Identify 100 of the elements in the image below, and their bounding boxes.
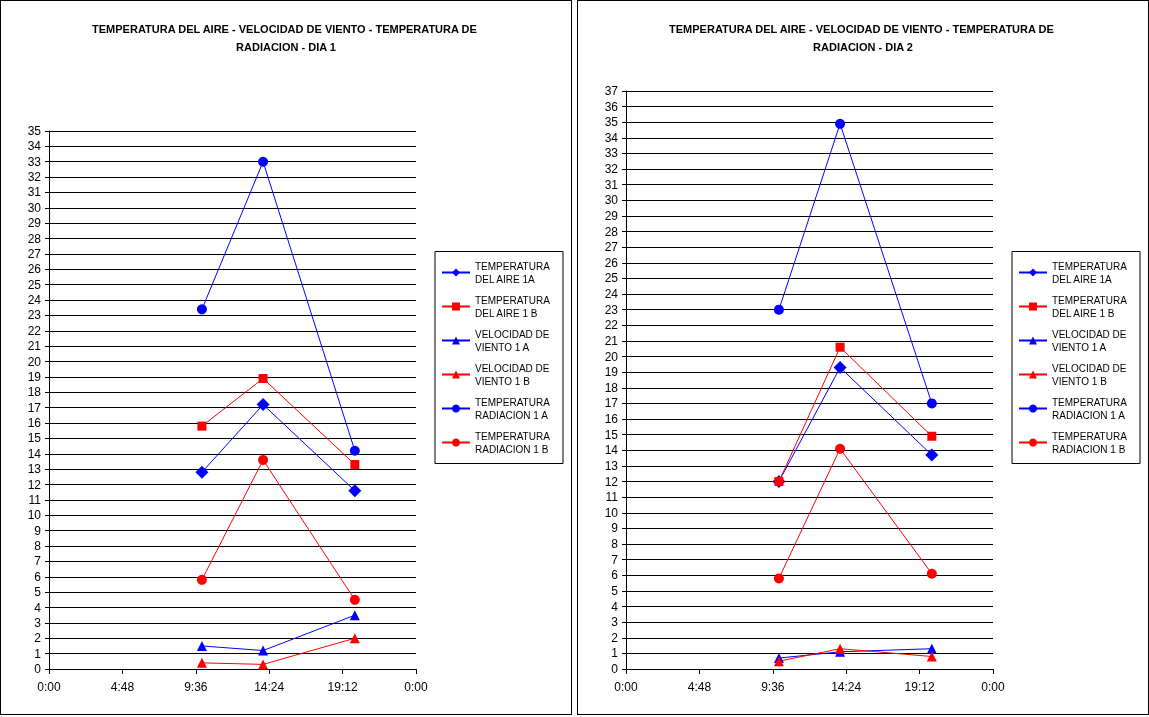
y-tick-label: 20 <box>604 349 619 364</box>
point <box>349 445 360 456</box>
y-tick-label: 24 <box>604 287 619 302</box>
y-tick-label: 19 <box>604 365 619 380</box>
y-tick-label: 17 <box>604 396 619 411</box>
y-tick-label: 30 <box>27 200 42 215</box>
y-tick-label: 32 <box>604 162 619 177</box>
y-tick-label: 3 <box>611 615 619 630</box>
y-tick-label: 16 <box>604 412 619 427</box>
point <box>349 610 360 621</box>
y-tick-label: 11 <box>28 492 42 507</box>
point <box>835 443 846 454</box>
y-tick-label: 23 <box>27 308 42 323</box>
y-tick-label: 10 <box>27 508 42 523</box>
y-tick-label: 19 <box>27 369 42 384</box>
y-tick-label: 35 <box>604 115 619 130</box>
point <box>926 643 937 654</box>
y-tick-label: 7 <box>611 552 619 567</box>
x-tick-label: 4:48 <box>687 680 712 694</box>
y-tick-label: 37 <box>604 84 619 98</box>
x-tick-label: 0:00 <box>404 680 428 694</box>
legend-label: TEMPERATURA RADIACION 1 A <box>475 396 553 421</box>
point <box>833 361 847 374</box>
point <box>196 574 207 585</box>
point <box>925 448 939 462</box>
y-tick-label: 33 <box>604 146 619 161</box>
y-tick-label: 13 <box>27 462 42 477</box>
y-tick-label: 26 <box>604 255 619 270</box>
y-tick-label: 4 <box>611 599 619 614</box>
y-tick-label: 18 <box>604 380 619 395</box>
y-tick-label: 3 <box>34 615 42 630</box>
legend-label: VELOCIDAD DE VIENTO 1 A <box>475 328 553 353</box>
y-tick-label: 20 <box>27 354 42 369</box>
x-tick-label: 19:12 <box>904 680 935 694</box>
y-tick-label: 7 <box>34 554 42 569</box>
legend-label: TEMPERATURA DEL AIRE 1A <box>1052 260 1130 285</box>
point <box>926 398 937 409</box>
y-tick-label: 5 <box>611 583 619 598</box>
point <box>773 573 784 584</box>
point <box>348 484 362 498</box>
y-tick-label: 31 <box>27 185 42 200</box>
x-tick-label: 14:24 <box>254 680 285 694</box>
point <box>926 651 937 662</box>
legend-label: TEMPERATURA RADIACION 1 B <box>1052 430 1130 455</box>
y-tick-label: 11 <box>605 490 619 505</box>
y-tick-label: 12 <box>27 477 42 492</box>
x-tick-label: 9:36 <box>184 680 208 694</box>
y-tick-label: 5 <box>34 585 42 600</box>
x-tick-label: 14:24 <box>831 680 862 694</box>
y-tick-label: 25 <box>604 271 619 286</box>
legend-label: TEMPERATURA DEL AIRE 1A <box>475 260 553 285</box>
point <box>258 659 269 670</box>
y-tick-label: 2 <box>34 631 42 646</box>
y-tick-label: 24 <box>27 293 42 308</box>
y-tick-label: 13 <box>604 458 619 473</box>
y-tick-label: 22 <box>604 318 619 333</box>
legend-label: TEMPERATURA DEL AIRE 1 B <box>475 294 553 319</box>
x-tick-label: 19:12 <box>327 680 358 694</box>
point <box>196 657 207 668</box>
y-tick-label: 14 <box>604 443 619 458</box>
legend-label: VELOCIDAD DE VIENTO 1 A <box>1052 328 1130 353</box>
point <box>349 633 360 644</box>
point <box>195 465 209 479</box>
legend-label: TEMPERATURA RADIACION 1 B <box>475 430 553 455</box>
y-tick-label: 2 <box>611 630 619 645</box>
y-tick-label: 10 <box>604 505 619 520</box>
y-tick-label: 16 <box>27 416 42 431</box>
y-tick-label: 29 <box>27 216 42 231</box>
point <box>773 304 784 315</box>
point <box>926 568 937 579</box>
y-tick-label: 9 <box>34 523 42 538</box>
y-tick-label: 0 <box>611 662 619 676</box>
legend-label: VELOCIDAD DE VIENTO 1 B <box>1052 362 1130 387</box>
y-tick-label: 15 <box>604 427 619 442</box>
y-tick-label: 15 <box>27 431 42 446</box>
y-tick-label: 30 <box>604 193 619 208</box>
point <box>256 398 270 412</box>
y-tick-label: 0 <box>34 662 42 676</box>
y-tick-label: 34 <box>604 130 619 145</box>
x-tick-label: 9:36 <box>761 680 785 694</box>
y-tick-label: 6 <box>34 569 42 584</box>
point <box>196 640 207 651</box>
point <box>258 373 268 383</box>
chart-title: TEMPERATURA DEL AIRE - VELOCIDAD DE VIENTO - TEMPERATURA DE RADIACION - DIA 2 <box>669 23 1057 53</box>
y-tick-label: 35 <box>27 124 42 138</box>
point <box>835 342 845 352</box>
y-tick-label: 33 <box>27 154 42 169</box>
y-tick-label: 8 <box>611 537 619 552</box>
y-tick-label: 8 <box>34 539 42 554</box>
y-tick-label: 31 <box>604 177 619 192</box>
y-tick-label: 32 <box>27 170 42 185</box>
point <box>349 594 360 605</box>
y-tick-label: 12 <box>604 474 619 489</box>
y-tick-label: 23 <box>604 302 619 317</box>
y-tick-label: 1 <box>611 646 619 661</box>
point <box>258 645 269 656</box>
point <box>197 421 207 431</box>
y-tick-label: 27 <box>604 240 619 255</box>
y-tick-label: 26 <box>27 262 42 277</box>
y-tick-label: 9 <box>611 521 619 536</box>
